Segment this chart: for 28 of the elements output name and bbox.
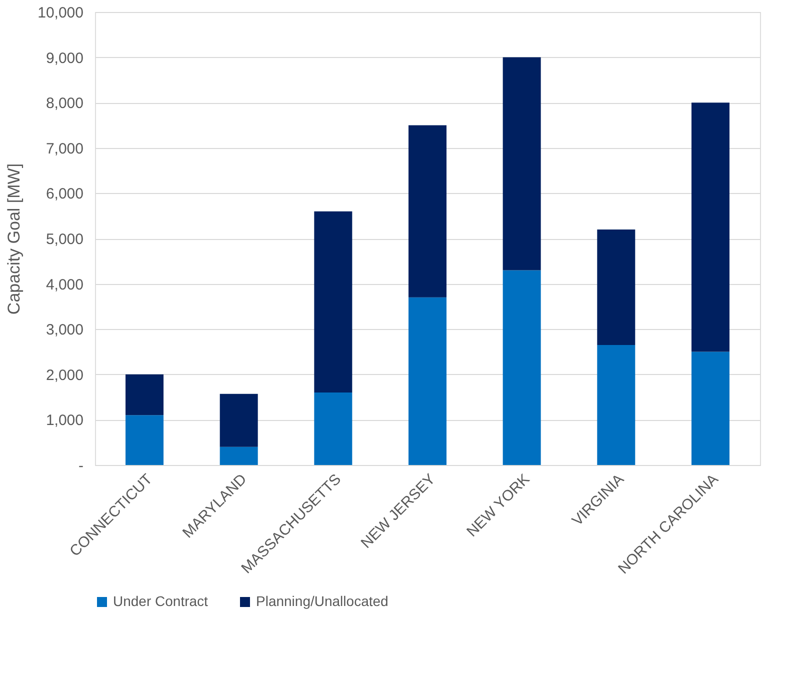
y-tick-label: 10,000	[38, 4, 84, 22]
y-axis-title: Capacity Goal [MW]	[4, 163, 24, 315]
bar	[314, 392, 352, 465]
bar	[126, 374, 164, 416]
bar	[691, 102, 730, 352]
legend-label: Under Contract	[113, 593, 208, 609]
bar	[408, 125, 446, 298]
y-tick-label: 2,000	[46, 366, 84, 384]
bar	[597, 344, 636, 465]
y-tick-label: 8,000	[46, 95, 84, 112]
bar	[220, 394, 258, 447]
y-tick-label: -	[78, 458, 84, 474]
bar	[502, 270, 541, 465]
y-tick-label: 5,000	[46, 231, 84, 248]
bar	[691, 352, 730, 465]
bar	[126, 415, 164, 465]
bar	[220, 446, 258, 465]
y-tick-label: 7,000	[46, 140, 84, 158]
y-tick-label: 3,000	[46, 322, 84, 339]
legend-label: Planning/Unallocated	[256, 593, 388, 609]
y-tick-label: 9,000	[46, 50, 84, 67]
bar	[597, 229, 636, 345]
y-tick-label: 1,000	[46, 412, 84, 430]
y-tick-label: 4,000	[46, 276, 84, 294]
y-tick-label: 6,000	[46, 186, 84, 203]
bar	[314, 211, 352, 393]
bar	[408, 297, 446, 465]
bar	[502, 57, 541, 270]
